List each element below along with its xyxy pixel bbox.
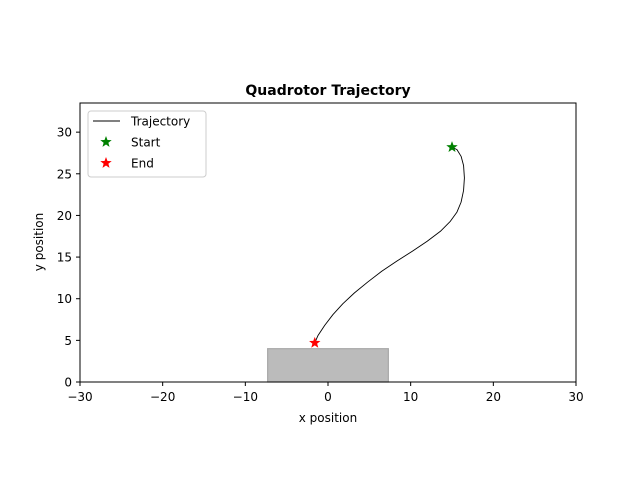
y-tick-label: 30	[57, 126, 72, 140]
legend-box	[87, 110, 207, 178]
y-tick-label: 15	[57, 251, 72, 265]
y-tick-label: 25	[57, 167, 72, 181]
y-tick-label: 20	[57, 209, 72, 223]
legend-start-label: Start	[131, 136, 161, 150]
trajectory-line	[314, 146, 465, 344]
x-tick-label: −30	[67, 390, 92, 404]
legend-start-marker	[100, 136, 112, 147]
y-tick-label: 0	[64, 376, 72, 390]
y-tick-label: 10	[57, 292, 72, 306]
x-tick-label: 0	[324, 390, 332, 404]
x-tick-label: 20	[486, 390, 501, 404]
legend-end-label: End	[131, 157, 154, 171]
start-marker	[446, 141, 458, 152]
legend-trajectory-label: Trajectory	[130, 115, 190, 129]
y-tick-label: 5	[64, 334, 72, 348]
legend-end-marker	[100, 157, 112, 168]
x-tick-label: −10	[233, 390, 258, 404]
x-tick-label: −20	[150, 390, 175, 404]
end-marker	[309, 336, 321, 348]
x-tick-label: 30	[568, 390, 583, 404]
chart-title: Quadrotor Trajectory	[245, 83, 410, 99]
obstacle-rect	[267, 348, 389, 383]
x-axis-label: x position	[299, 411, 357, 425]
x-tick-label: 10	[403, 390, 418, 404]
plot-area	[267, 141, 465, 383]
axes: −30 −20 −10 0 10 20 30 0 5 10 15 20 25 30	[57, 102, 584, 404]
y-axis-label: y position	[32, 213, 46, 271]
legend: Trajectory Start End	[87, 110, 207, 178]
